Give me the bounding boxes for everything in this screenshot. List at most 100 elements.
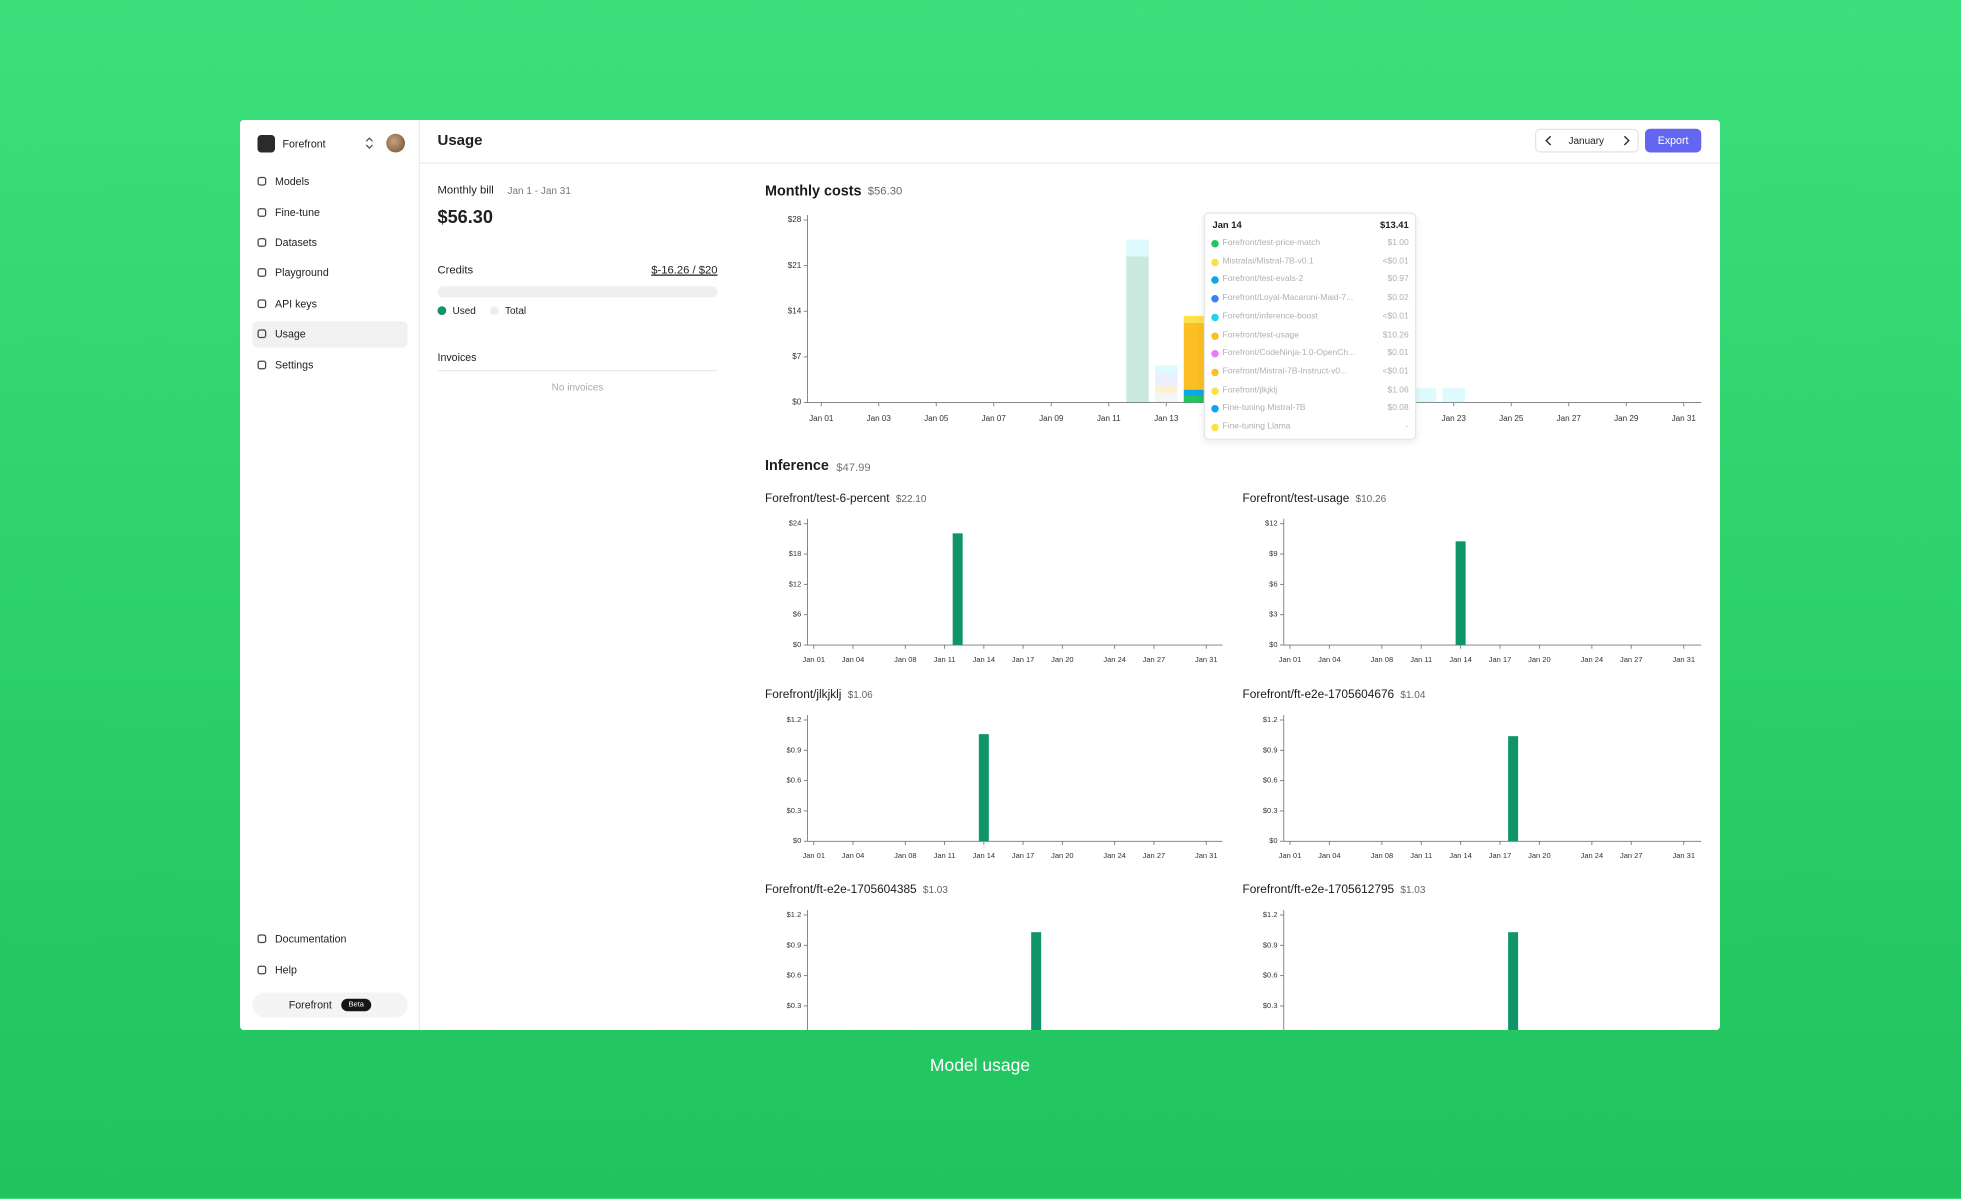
x-tick-label: Jan 07 [982,414,1007,423]
bar [1508,932,1519,1030]
bar-segment [1155,392,1178,403]
y-tick-label: $0.9 [787,745,802,754]
x-tick-label: Jan 29 [1614,414,1639,423]
nav-item[interactable]: Usage [275,327,306,340]
chart-title: Forefront/test-6-percent $22.10 [765,491,927,505]
header-border [420,162,1720,164]
inference-title: Inference [765,458,829,474]
y-tick-label: $0.3 [787,806,802,815]
tooltip-value: $10.26 [1382,330,1409,340]
bar-segment [1183,322,1207,390]
tooltip-value: $1.00 [1387,238,1409,248]
tooltip-name: Forefront/test-evals-2 [1222,275,1304,285]
sidebar-border [418,120,420,1030]
x-tick-label: Jan 11 [1410,655,1432,664]
tooltip-dot [1211,295,1219,303]
nav-item[interactable]: Playground [275,266,329,279]
brand: Forefront [288,998,332,1012]
tooltip-dot [1211,368,1219,377]
nav-item[interactable]: Datasets [275,236,317,249]
tooltip-name: Fine-tuning Mistral-7B [1222,404,1306,413]
total-dot [490,306,499,315]
y-tick-label: $7 [792,352,802,361]
y-tick-label: $0.9 [787,940,802,949]
y-tick-label: $0.6 [787,971,802,980]
invoices-divider [437,370,718,372]
nav-item[interactable]: Settings [275,358,314,372]
y-tick-label: $12 [1265,519,1278,528]
tooltip-name: Forefront/CodeNinja-1.0-OpenCh... [1222,348,1356,358]
x-tick-label: Jan 11 [934,851,956,860]
y-tick-label: $12 [789,579,802,588]
x-tick-label: Jan 05 [924,414,949,423]
bar-segment [1126,256,1149,403]
tooltip-dot [1211,258,1219,266]
x-tick-label: Jan 08 [1371,851,1394,860]
export-button[interactable]: Export [1645,128,1702,153]
x-tick-label: Jan 31 [1672,1046,1695,1055]
bill-label: Monthly bill [437,183,494,196]
footer-link[interactable]: Documentation [275,932,347,945]
y-tick-label: $3 [1269,610,1277,619]
x-tick-label: Jan 04 [842,1046,865,1055]
app-window [240,120,1720,1030]
x-tick-label: Jan 31 [1195,851,1218,860]
x-tick-label: Jan 27 [1143,655,1166,664]
tooltip-value: - [1405,422,1409,432]
y-tick-label: $18 [789,549,802,558]
bar-segment [1442,388,1465,403]
avatar[interactable] [386,133,405,153]
credits-bar [437,286,718,298]
x-tick-label: Jan 17 [1489,655,1512,664]
y-tick-label: $1.2 [1263,910,1278,919]
chart-group: Monthly costs $56.30 $0 $7 $14 $21 $28 Jan 01 Ja… [765,183,1702,1055]
x-tick-label: Jan 27 [1620,1046,1643,1055]
tooltip-value: <$0.01 [1382,312,1409,321]
tooltip-dot [1211,350,1219,358]
x-tick-label: Jan 04 [842,655,865,664]
no-invoices: No invoices [551,381,604,393]
nav-item[interactable]: Fine-tune [275,206,320,219]
chart-subtitle: $1.03 [1400,885,1425,896]
workspace-name[interactable]: Forefront [282,137,326,150]
bar [1031,932,1042,1030]
tooltip-dot [1211,331,1219,340]
x-tick-label: Jan 27 [1557,414,1582,423]
bar [1455,541,1466,645]
tooltip-value: $1.06 [1387,385,1409,395]
x-tick-label: Jan 14 [1449,655,1472,664]
x-tick-label: Jan 01 [1279,851,1302,860]
chart-title-text: Forefront/ft-e2e-1705604676 [1243,687,1395,701]
x-tick-label: Jan 20 [1051,655,1074,664]
nav-icon [257,176,267,186]
workspace-switch[interactable] [364,136,375,150]
nav-icon [257,299,267,309]
x-tick-label: Jan 31 [1195,1046,1218,1055]
x-tick-label: Jan 24 [1581,1046,1604,1055]
month: January [1568,134,1605,146]
next-month[interactable] [1621,135,1631,146]
nav-item[interactable]: Models [275,174,310,188]
tooltip-name: Mistralai/Mistral-7B-v0.1 [1222,257,1314,266]
nav-item[interactable]: API keys [275,297,317,310]
credits-label: Credits [437,263,474,276]
y-tick-label: $1.2 [787,715,802,724]
footer-link[interactable]: Help [275,963,297,977]
tooltip-value: $0.01 [1387,348,1409,358]
bar-segment [1126,239,1149,257]
prev-month[interactable] [1544,135,1554,146]
x-tick-label: Jan 24 [1581,655,1604,664]
x-tick-label: Jan 27 [1143,1046,1166,1055]
x-tick-label: Jan 20 [1528,655,1551,664]
chart-subtitle: $1.04 [1400,690,1425,701]
tooltip-dot [1211,240,1219,248]
x-tick-label: Jan 08 [894,851,917,860]
chart-subtitle: $56.30 [868,185,902,197]
y-tick-label: $0 [1269,836,1277,845]
tooltip-name: Forefront/test-usage [1222,330,1300,340]
tooltip: Jan 14 $13.41 Forefront/test-price-match… [1203,212,1417,440]
bar-segment [1413,388,1437,403]
bill-range: Jan 1 - Jan 31 [507,184,571,196]
chart-title-text: Forefront/test-6-percent [765,491,890,505]
